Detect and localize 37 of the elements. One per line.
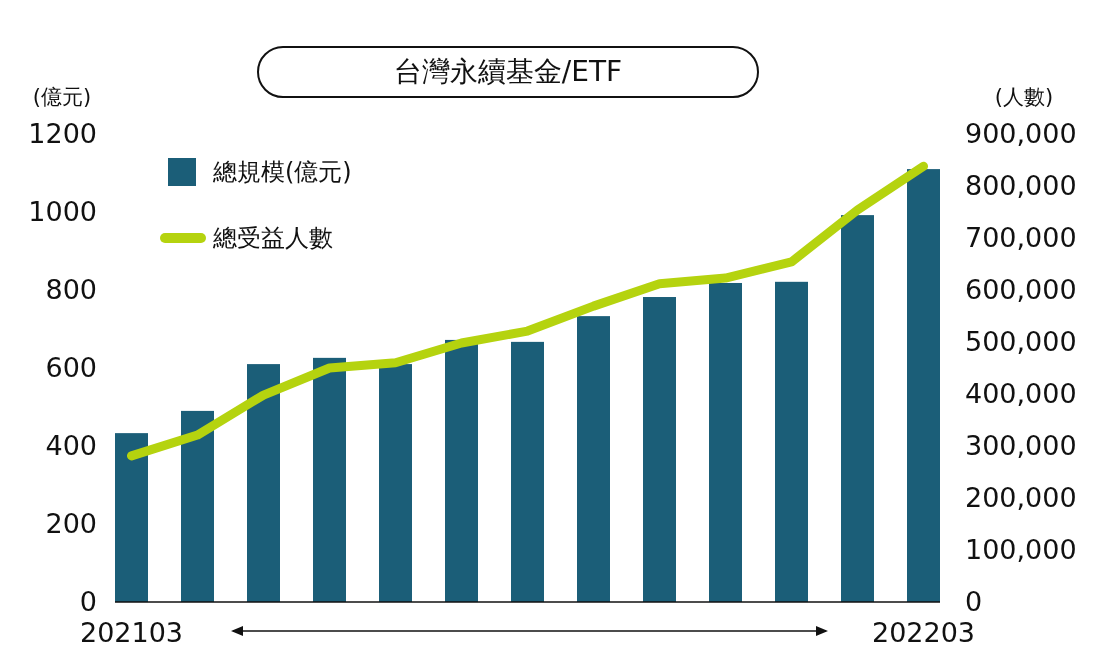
y2-axis-title: (人數) [994,85,1054,109]
bar [379,364,412,602]
y2-tick-label: 0 [965,586,983,618]
bar [313,357,346,602]
y-axis-title: (億元) [32,85,92,109]
bar [775,281,808,602]
bar [577,316,610,602]
bar [115,433,148,602]
y2-tick-label: 500,000 [965,326,1077,358]
y-tick-label: 800 [45,274,97,306]
bar [511,341,544,602]
x-tick-label: 202103 [79,617,184,648]
chart-title: 台灣永續基金/ETF [393,55,623,88]
x-tick-label: 202203 [871,617,976,648]
y-tick-label: 600 [45,352,97,384]
y2-tick-label: 900,000 [965,118,1077,150]
legend-label: 總受益人數 [212,224,333,253]
y-tick-label: 400 [45,430,97,462]
bar [247,364,280,602]
y2-tick-label: 800,000 [965,170,1077,202]
y2-tick-label: 600,000 [965,274,1077,306]
y2-tick-label: 300,000 [965,430,1077,462]
y2-tick-label: 200,000 [965,482,1077,514]
bar [181,410,214,602]
y-tick-label: 1200 [28,118,97,150]
y2-tick-label: 700,000 [965,222,1077,254]
y2-tick-label: 400,000 [965,378,1077,410]
y2-tick-label: 100,000 [965,534,1077,566]
y-tick-label: 0 [79,586,97,618]
bar [445,339,478,602]
bar [643,297,676,602]
bar [841,215,874,602]
y-tick-label: 200 [45,508,97,540]
legend-label: 總規模(億元) [212,158,352,187]
bar [907,169,940,602]
bar [709,282,742,602]
y-tick-label: 1000 [28,196,97,228]
